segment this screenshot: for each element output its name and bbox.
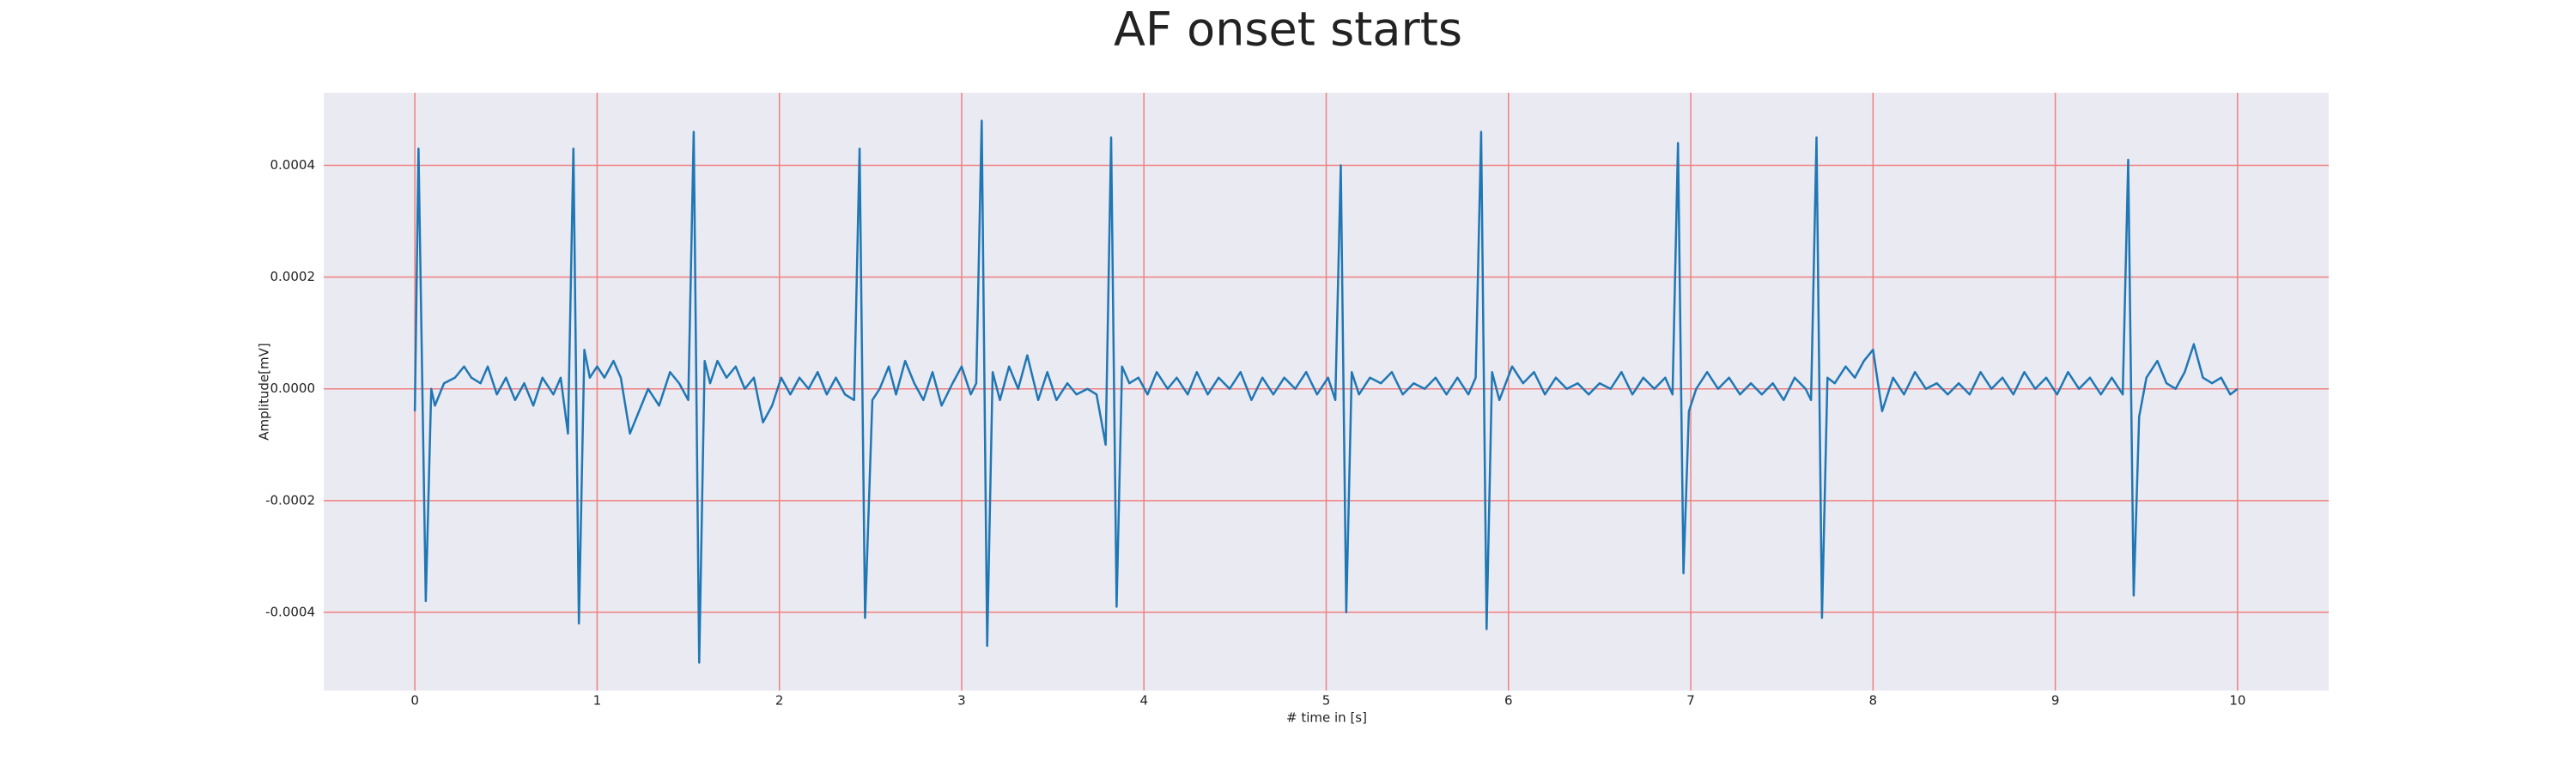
y-tick-label: 0.0002 — [270, 269, 316, 284]
x-tick-label: 9 — [2051, 693, 2060, 709]
line — [413, 119, 2239, 664]
x-tick-label: 7 — [1686, 693, 1695, 709]
y-tick-label: -0.0004 — [265, 604, 315, 619]
x-axis-label: # time in [s] — [1286, 710, 1367, 726]
y-tick-label: 0.0000 — [270, 380, 316, 396]
x-tick-label: 6 — [1504, 693, 1513, 709]
y-tick-label: 0.0004 — [270, 157, 316, 173]
x-tick-label: 5 — [1322, 693, 1331, 709]
x-tick-label: 8 — [1869, 693, 1878, 709]
x-tick-label: 1 — [593, 693, 602, 709]
x-tick-label: 4 — [1139, 693, 1148, 709]
y-tick-label: -0.0002 — [265, 492, 315, 508]
x-tick-label: 3 — [957, 693, 966, 709]
x-tick-label: 10 — [2229, 693, 2245, 709]
x-tick-label: 0 — [410, 693, 419, 709]
y-axis-label: Amplitude[mV] — [257, 343, 272, 440]
chart-title: AF onset starts — [1114, 3, 1462, 57]
x-tick-label: 2 — [775, 693, 784, 709]
